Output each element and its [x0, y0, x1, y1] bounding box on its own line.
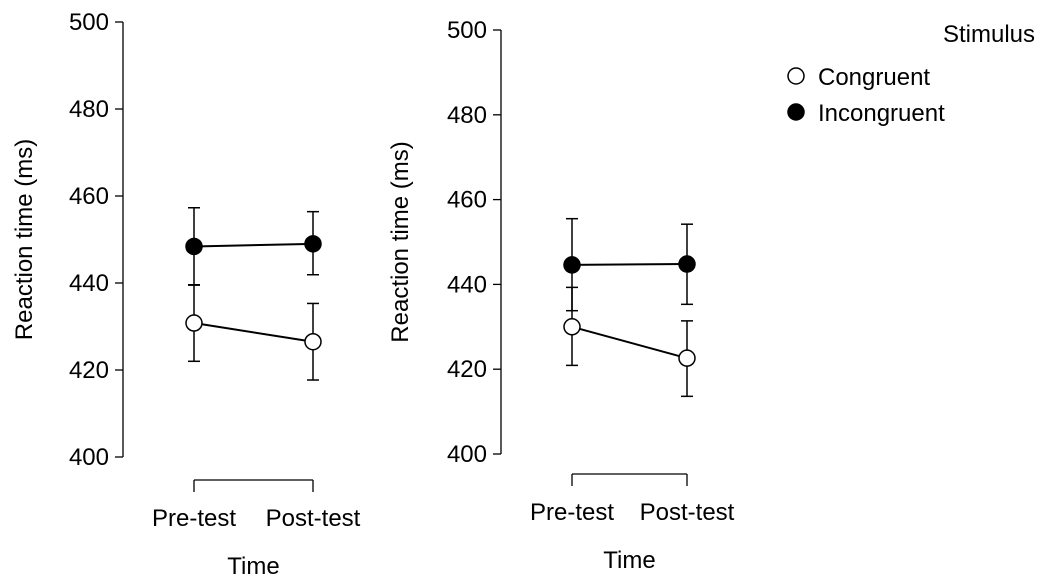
- y-tick-label: 420: [69, 357, 109, 384]
- data-point-congruent: [563, 318, 581, 336]
- data-point-incongruent: [563, 256, 581, 274]
- x-tick-label: Post-test: [640, 499, 735, 526]
- y-axis-title: Reaction time (ms): [11, 139, 38, 340]
- x-axis-title: Time: [603, 547, 655, 574]
- data-point-congruent: [185, 314, 203, 332]
- data-point-incongruent: [185, 237, 203, 256]
- series-line-incongruent: [193, 242, 314, 248]
- y-tick-label: 480: [69, 96, 109, 123]
- data-point-incongruent: [304, 235, 322, 253]
- y-tick-label: 500: [69, 9, 109, 36]
- legend-marker-incongruent: [787, 103, 805, 121]
- y-axis-title: Reaction time (ms): [387, 141, 414, 342]
- chart-panel-right: 400 420 440 460 480 500 Reaction time (ms) Pre-…: [387, 17, 735, 574]
- data-point-incongruent: [678, 255, 696, 273]
- y-tick-label: 420: [447, 356, 487, 383]
- legend-marker-congruent: [787, 67, 805, 85]
- x-tick-label: Pre-test: [152, 505, 236, 532]
- y-tick-label: 500: [447, 17, 487, 44]
- y-tick-label: 440: [447, 271, 487, 298]
- x-axis-title: Time: [227, 553, 279, 577]
- data-point-congruent: [304, 332, 322, 351]
- y-tick-label: 440: [69, 270, 109, 297]
- series-line-incongruent: [571, 263, 688, 266]
- y-tick-label: 400: [447, 441, 487, 468]
- legend-label-incongruent: Incongruent: [818, 100, 945, 127]
- y-tick-label: 460: [69, 183, 109, 210]
- x-tick-label: Post-test: [266, 505, 361, 532]
- y-tick-label: 480: [447, 102, 487, 129]
- x-tick-label: Pre-test: [530, 499, 614, 526]
- chart-panel-left: 400 420 440 460 480 500 Reaction time (ms) Pre-…: [11, 9, 361, 577]
- series-line-congruent: [193, 322, 314, 343]
- y-tick-label: 460: [447, 187, 487, 214]
- legend-label-congruent: Congruent: [818, 64, 930, 91]
- y-tick-label: 400: [69, 444, 109, 471]
- data-point-congruent: [678, 349, 696, 367]
- series-line-congruent: [571, 325, 688, 360]
- legend-title: Stimulus: [943, 21, 1035, 48]
- legend: Stimulus Congruent Incongruent: [787, 21, 1035, 127]
